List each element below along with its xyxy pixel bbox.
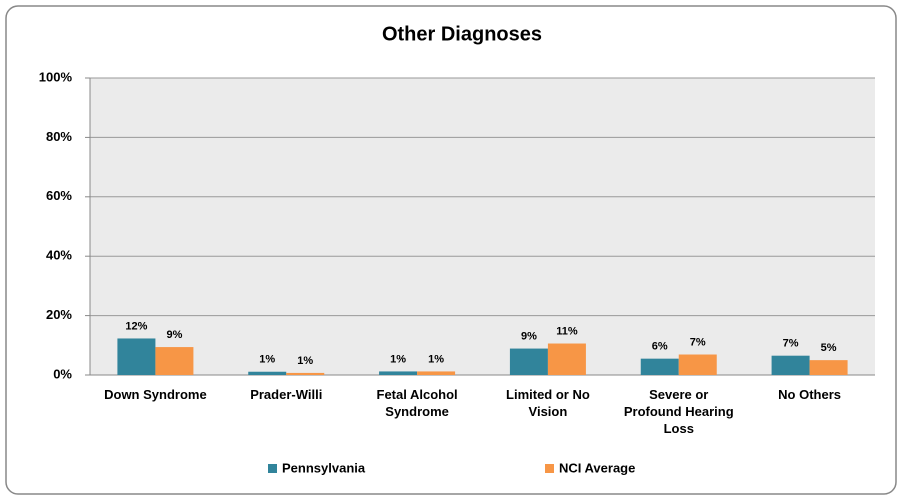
y-tick-label: 40% [46, 248, 72, 263]
y-tick-label: 80% [46, 129, 72, 144]
chart-title: Other Diagnoses [382, 23, 542, 45]
x-tick-label: Limited or No Vision [506, 387, 590, 419]
value-label: 11% [556, 325, 578, 337]
value-label: 1% [297, 355, 313, 367]
x-tick-label: Fetal Alcohol Syndrome [376, 387, 458, 419]
bar [286, 372, 325, 375]
value-label: 1% [428, 353, 444, 365]
bar [547, 343, 586, 375]
value-label: 12% [125, 320, 147, 332]
y-tick-label: 60% [46, 188, 72, 203]
bar [509, 348, 548, 375]
value-label: 5% [821, 342, 837, 354]
value-label: 7% [690, 336, 706, 348]
value-label: 7% [783, 338, 799, 350]
value-label: 9% [166, 329, 182, 341]
value-label: 1% [390, 353, 406, 365]
x-tick-label: Down Syndrome [104, 387, 207, 402]
bar [640, 358, 679, 375]
bar [809, 360, 848, 375]
plot-area [90, 78, 875, 375]
value-label: 9% [521, 330, 537, 342]
y-tick-label: 100% [39, 69, 73, 84]
legend-label: NCI Average [559, 460, 635, 475]
value-label: 1% [259, 354, 275, 366]
y-tick-label: 0% [53, 366, 72, 381]
bar [155, 347, 194, 375]
legend-swatch [268, 464, 277, 473]
bar [248, 371, 287, 375]
bar [771, 355, 810, 375]
x-tick-label: No Others [778, 387, 841, 402]
legend-label: Pennsylvania [282, 460, 366, 475]
bar [417, 371, 456, 375]
legend-swatch [545, 464, 554, 473]
bar [379, 371, 418, 375]
x-tick-label: Severe or Profound Hearing Loss [623, 387, 734, 436]
value-label: 6% [652, 341, 668, 353]
y-tick-label: 20% [46, 307, 72, 322]
bar [117, 338, 156, 375]
bar [678, 354, 717, 375]
x-tick-label: Prader-Willi [250, 387, 323, 402]
